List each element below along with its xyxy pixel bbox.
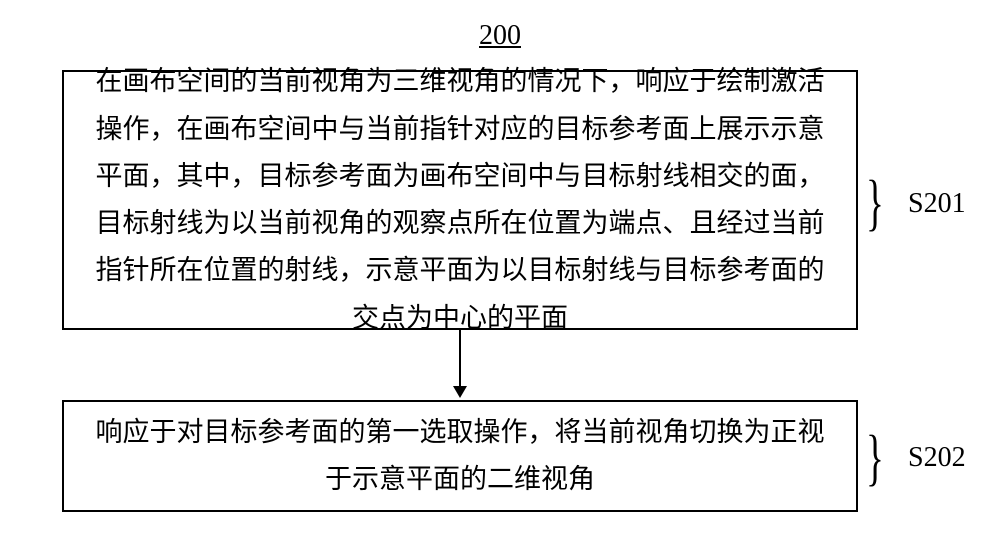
flow-step-1-text: 在画布空间的当前视角为三维视角的情况下，响应于绘制激活操作，在画布空间中与当前指… <box>88 58 832 342</box>
flow-step-2: 响应于对目标参考面的第一选取操作，将当前视角切换为正视于示意平面的二维视角 <box>62 400 858 512</box>
arrow-line <box>459 330 461 388</box>
arrow-head <box>453 386 467 398</box>
flow-step-2-text: 响应于对目标参考面的第一选取操作，将当前视角切换为正视于示意平面的二维视角 <box>88 409 832 504</box>
brace-2: } <box>866 427 884 489</box>
step-label-1: S201 <box>908 188 966 220</box>
brace-1: } <box>866 172 884 234</box>
figure-number: 200 <box>479 20 521 52</box>
step-label-2: S202 <box>908 442 966 474</box>
flow-step-1: 在画布空间的当前视角为三维视角的情况下，响应于绘制激活操作，在画布空间中与当前指… <box>62 70 858 330</box>
